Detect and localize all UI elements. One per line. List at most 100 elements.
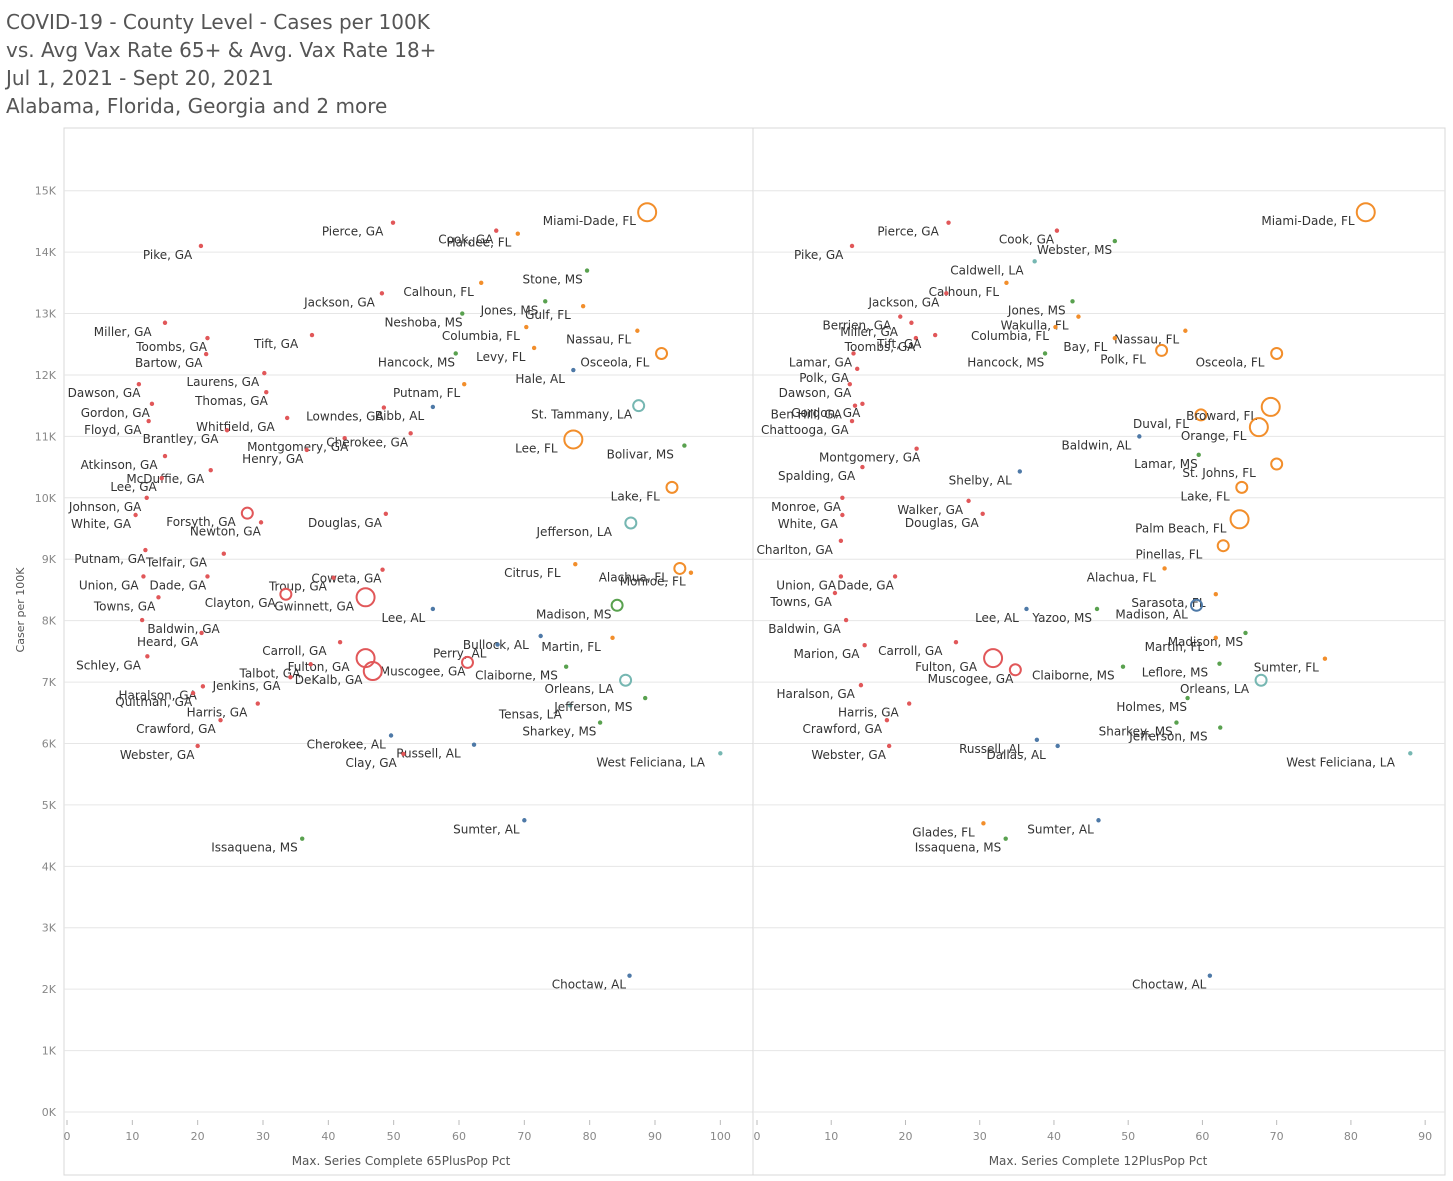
data-point[interactable] [1076,314,1081,319]
data-point[interactable] [1094,606,1100,612]
data-point[interactable] [262,370,267,376]
data-point[interactable] [309,332,315,338]
data-point[interactable] [860,401,865,407]
data-point[interactable] [932,332,938,338]
data-point[interactable] [1270,346,1284,360]
data-point[interactable] [143,547,148,553]
data-point[interactable] [847,381,852,387]
data-point[interactable] [284,415,290,421]
data-point[interactable] [1054,228,1060,233]
data-point[interactable] [383,511,389,516]
data-point[interactable] [563,664,569,669]
data-point[interactable] [843,617,849,623]
data-point[interactable] [494,228,499,233]
data-point[interactable] [199,630,204,636]
data-point[interactable] [145,654,150,659]
data-point[interactable] [619,673,633,687]
data-point[interactable] [1229,509,1250,530]
data-point[interactable] [218,717,223,723]
data-point[interactable] [258,520,264,525]
data-point[interactable] [479,280,484,286]
data-point[interactable] [862,643,867,648]
data-point[interactable] [255,701,260,706]
data-point[interactable] [1408,751,1413,756]
data-point[interactable] [1235,480,1249,494]
data-point[interactable] [1270,457,1284,471]
data-point[interactable] [1155,343,1169,357]
data-point[interactable] [141,574,146,579]
data-point[interactable] [1096,818,1101,823]
data-point[interactable] [136,381,142,387]
data-point[interactable] [1042,351,1048,356]
data-point[interactable] [205,574,210,579]
data-point[interactable] [522,818,527,823]
data-point[interactable] [906,701,912,706]
data-point[interactable] [133,512,138,518]
data-point[interactable] [1194,408,1208,422]
data-point[interactable] [858,682,864,688]
data-point[interactable] [610,635,615,641]
data-point[interactable] [1196,452,1201,458]
data-point[interactable] [1207,973,1213,978]
data-point[interactable] [531,345,537,351]
data-point[interactable] [331,575,336,580]
data-point[interactable] [665,480,679,494]
data-point[interactable] [379,291,385,296]
data-point[interactable] [300,836,305,841]
data-point[interactable] [860,464,865,470]
data-point[interactable] [635,328,640,333]
data-point[interactable] [139,617,145,623]
data-point[interactable] [953,639,959,645]
data-point[interactable] [495,642,500,647]
data-point[interactable] [852,403,858,408]
data-point[interactable] [1217,661,1222,666]
data-point[interactable] [1112,335,1118,341]
data-point[interactable] [610,598,624,612]
data-point[interactable] [1254,673,1268,687]
data-point[interactable] [1032,259,1037,264]
data-point[interactable] [471,742,477,747]
data-point[interactable] [1055,743,1060,749]
data-point[interactable] [946,220,951,225]
data-point[interactable] [162,320,168,325]
data-point[interactable] [1218,725,1223,730]
data-point[interactable] [390,220,396,225]
data-point[interactable] [460,311,465,316]
data-point[interactable] [624,516,638,530]
data-point[interactable] [190,690,196,696]
data-point[interactable] [1112,238,1118,244]
data-point[interactable] [1174,720,1179,725]
data-point[interactable] [673,561,687,575]
data-point[interactable] [538,633,543,639]
data-point[interactable] [1004,280,1009,286]
data-point[interactable] [308,662,313,667]
data-point[interactable] [563,429,584,450]
data-point[interactable] [304,447,309,453]
data-point[interactable] [149,401,155,407]
data-point[interactable] [914,446,919,451]
data-point[interactable] [886,743,892,749]
data-point[interactable] [944,291,949,296]
data-point[interactable] [981,821,986,826]
data-point[interactable] [1034,737,1040,742]
data-point[interactable] [208,467,213,473]
data-point[interactable] [1355,202,1376,223]
data-point[interactable] [1185,695,1190,701]
data-point[interactable] [430,404,436,410]
data-point[interactable] [849,418,855,424]
data-point[interactable] [884,717,890,723]
data-point[interactable] [342,436,347,441]
data-point[interactable] [205,335,210,341]
data-point[interactable] [718,751,723,756]
data-point[interactable] [913,335,919,341]
data-point[interactable] [524,324,529,330]
data-point[interactable] [840,512,845,518]
data-point[interactable] [1243,630,1248,636]
data-point[interactable] [279,587,293,601]
data-point[interactable] [580,303,586,309]
data-point[interactable] [1024,606,1029,612]
data-point[interactable] [195,743,200,749]
data-point[interactable] [156,595,161,600]
data-point[interactable] [840,495,845,501]
data-point[interactable] [381,405,387,410]
